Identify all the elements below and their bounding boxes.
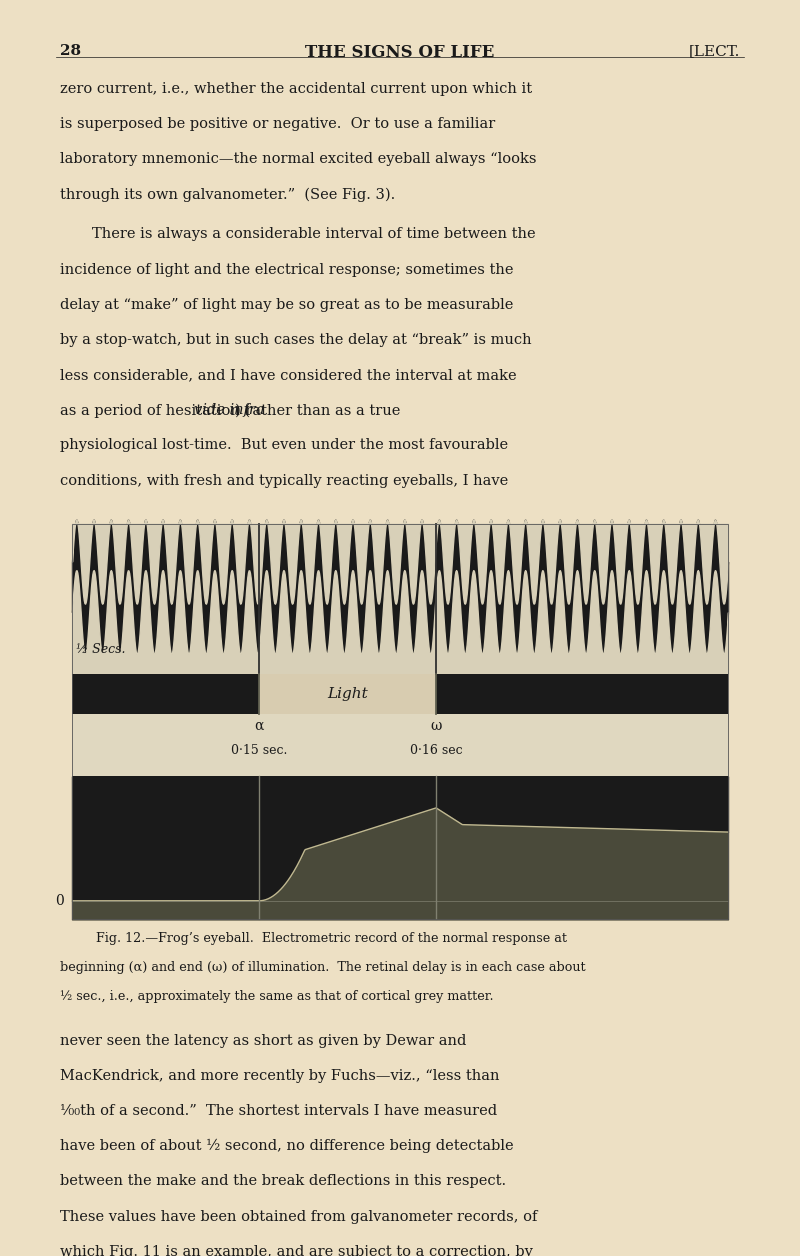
Bar xyxy=(72,524,728,919)
Text: incidence of light and the electrical response; sometimes the: incidence of light and the electrical re… xyxy=(60,263,514,276)
Bar xyxy=(72,524,728,919)
Bar xyxy=(259,674,436,713)
Text: These values have been obtained from galvanometer records, of: These values have been obtained from gal… xyxy=(60,1210,538,1223)
Text: through its own galvanometer.”  (See Fig. 3).: through its own galvanometer.” (See Fig.… xyxy=(60,187,395,201)
Bar xyxy=(72,776,728,919)
Text: beginning (α) and end (ω) of illumination.  The retinal delay is in each case ab: beginning (α) and end (ω) of illuminatio… xyxy=(60,961,586,973)
Text: α: α xyxy=(254,718,264,732)
Text: THE SIGNS OF LIFE: THE SIGNS OF LIFE xyxy=(306,44,494,62)
Text: There is always a considerable interval of time between the: There is always a considerable interval … xyxy=(92,227,536,241)
Text: conditions, with fresh and typically reacting eyeballs, I have: conditions, with fresh and typically rea… xyxy=(60,474,508,487)
Text: 0: 0 xyxy=(55,894,64,908)
Text: ) rather than as a true: ) rather than as a true xyxy=(234,403,400,417)
Text: [LECT.: [LECT. xyxy=(689,44,740,58)
Text: zero current, i.e., whether the accidental current upon which it: zero current, i.e., whether the accident… xyxy=(60,82,532,95)
Text: ½ Secs.: ½ Secs. xyxy=(76,643,126,656)
Bar xyxy=(72,674,728,713)
Text: ½ sec., i.e., approximately the same as that of cortical grey matter.: ½ sec., i.e., approximately the same as … xyxy=(60,990,494,1002)
Text: MacKendrick, and more recently by Fuchs—viz., “less than: MacKendrick, and more recently by Fuchs—… xyxy=(60,1069,499,1083)
Text: vide infra: vide infra xyxy=(194,403,265,417)
Bar xyxy=(72,524,728,674)
Text: 0·16 sec: 0·16 sec xyxy=(410,744,462,757)
Text: never seen the latency as short as given by Dewar and: never seen the latency as short as given… xyxy=(60,1034,466,1048)
Text: as a period of hesitation (: as a period of hesitation ( xyxy=(60,403,250,417)
Text: between the make and the break deflections in this respect.: between the make and the break deflectio… xyxy=(60,1174,506,1188)
Text: less considerable, and I have considered the interval at make: less considerable, and I have considered… xyxy=(60,368,517,382)
Text: Fig. 12.—Frog’s eyeball.  Electrometric record of the normal response at: Fig. 12.—Frog’s eyeball. Electrometric r… xyxy=(96,932,567,945)
Text: is superposed be positive or negative.  Or to use a familiar: is superposed be positive or negative. O… xyxy=(60,117,495,131)
Text: delay at “make” of light may be so great as to be measurable: delay at “make” of light may be so great… xyxy=(60,298,514,311)
Text: laboratory mnemonic—the normal excited eyeball always “looks: laboratory mnemonic—the normal excited e… xyxy=(60,152,537,166)
Text: ω: ω xyxy=(430,718,442,732)
Text: physiological lost-time.  But even under the most favourable: physiological lost-time. But even under … xyxy=(60,438,508,452)
Text: Light: Light xyxy=(327,687,368,701)
Text: which Fig. 11 is an example, and are subject to a correction, by: which Fig. 11 is an example, and are sub… xyxy=(60,1245,533,1256)
Text: ⅟₀₀th of a second.”  The shortest intervals I have measured: ⅟₀₀th of a second.” The shortest interva… xyxy=(60,1104,497,1118)
Text: have been of about ½ second, no difference being detectable: have been of about ½ second, no differen… xyxy=(60,1139,514,1153)
Text: by a stop-watch, but in such cases the delay at “break” is much: by a stop-watch, but in such cases the d… xyxy=(60,333,532,347)
Text: 28: 28 xyxy=(60,44,81,58)
Text: 0·15 sec.: 0·15 sec. xyxy=(230,744,287,757)
